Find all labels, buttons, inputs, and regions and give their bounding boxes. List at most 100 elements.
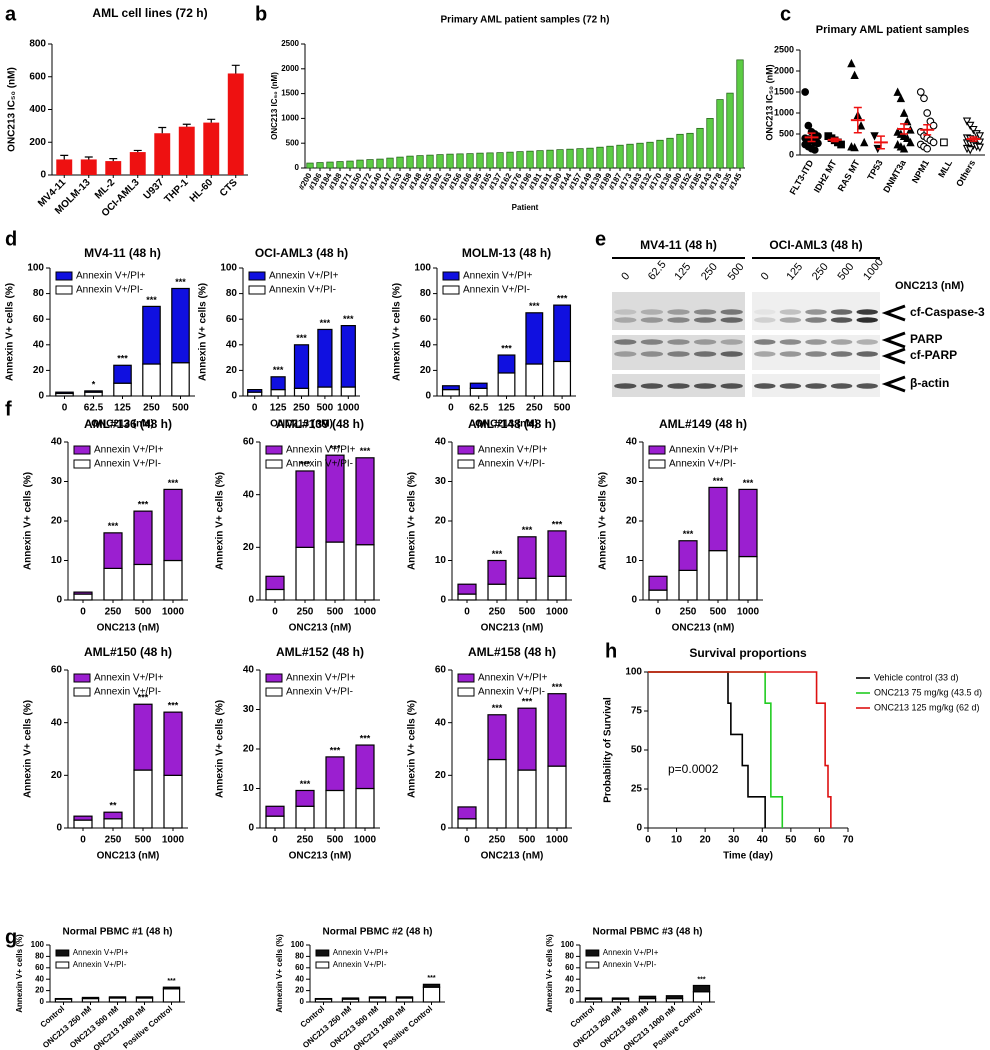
bar-segment xyxy=(469,382,488,389)
y-tick-label: 60 xyxy=(565,963,574,972)
bar xyxy=(516,151,524,169)
significance: *** xyxy=(108,521,119,531)
error-bar xyxy=(231,64,240,74)
point xyxy=(899,144,909,153)
bar-segment xyxy=(163,559,183,601)
y-tick-label: 20 xyxy=(243,744,255,755)
bar-segment xyxy=(457,806,477,820)
point xyxy=(923,109,932,117)
bar-segment xyxy=(133,703,153,771)
x-tick-label: 500 xyxy=(519,835,536,846)
bar xyxy=(336,161,344,169)
legend-swatch xyxy=(442,285,460,295)
blot-band xyxy=(693,309,717,315)
point xyxy=(870,132,879,141)
y-tick-label: 0 xyxy=(570,997,575,1006)
treatment-label: ONC213 (nM) xyxy=(895,280,964,292)
bar-segment xyxy=(54,997,73,1000)
x-tick-label: NPM1 xyxy=(910,158,931,185)
error-bar xyxy=(133,149,142,153)
lane-label: 125 xyxy=(672,261,693,283)
legend-swatch xyxy=(265,687,283,697)
lane-label: 250 xyxy=(699,261,720,283)
x-tick-label: 500 xyxy=(327,835,344,846)
blot-band xyxy=(640,339,664,345)
bar-segment xyxy=(487,758,507,829)
bar xyxy=(736,59,744,169)
bar-segment xyxy=(648,589,668,601)
bar-segment xyxy=(355,787,375,829)
y-tick-label: 25 xyxy=(631,784,643,795)
sem-bar xyxy=(830,137,839,143)
bar-segment xyxy=(422,986,441,1003)
blot-band xyxy=(856,351,878,357)
y-tick-label: 60 xyxy=(420,314,432,325)
bar-segment xyxy=(584,997,603,1000)
legend-label: Annexin V+/PI- xyxy=(333,960,387,969)
significance: *** xyxy=(167,978,175,985)
chart-title: OCI-AML3 (48 h) xyxy=(255,246,348,260)
x-axis-label: ONC213 (nM) xyxy=(672,623,735,634)
y-tick-label: 0 xyxy=(440,595,446,606)
bar xyxy=(706,118,714,169)
significance: *** xyxy=(522,697,533,707)
legend-label: Annexin V+/PI- xyxy=(94,459,161,470)
chart-title: Primary AML patient samples xyxy=(816,24,969,36)
blot-band xyxy=(856,383,878,389)
x-tick-label: 10 xyxy=(671,835,683,846)
blot-band xyxy=(693,317,717,323)
legend-label: Annexin V+/PI+ xyxy=(333,948,389,957)
bar xyxy=(436,154,444,169)
y-tick-label: 0 xyxy=(300,997,305,1006)
panel-letter: h xyxy=(605,640,617,662)
blot-band xyxy=(640,309,664,315)
y-tick-label: 40 xyxy=(243,665,255,676)
x-tick-label: 1000 xyxy=(354,607,377,618)
sem-bar xyxy=(900,123,909,135)
y-tick-label: 30 xyxy=(51,476,63,487)
point xyxy=(966,146,975,155)
bar-segment xyxy=(133,510,153,566)
blot-title: OCI-AML3 (48 h) xyxy=(769,238,862,252)
legend-swatch xyxy=(457,687,475,697)
y-tick-label: 60 xyxy=(226,314,238,325)
y-tick-label: 60 xyxy=(243,437,255,448)
legend-label: Annexin V+/PI- xyxy=(286,687,353,698)
y-tick-label: 0 xyxy=(40,170,46,181)
x-tick-label: 500 xyxy=(172,403,189,414)
bar-segment xyxy=(314,997,333,1000)
y-tick-label: 50 xyxy=(631,745,643,756)
bar-segment xyxy=(295,805,315,829)
blot-band xyxy=(805,339,827,345)
x-tick-label: 250 xyxy=(489,835,506,846)
panel-letter: d xyxy=(5,228,17,250)
y-tick-label: 40 xyxy=(435,717,447,728)
bar-segment xyxy=(487,583,507,601)
bar-segment xyxy=(171,362,190,397)
bar xyxy=(646,141,654,169)
x-tick-label: 500 xyxy=(554,403,571,414)
x-tick-label: 0 xyxy=(272,607,278,618)
x-tick-label: THP-1 xyxy=(163,177,192,206)
significance: *** xyxy=(138,500,149,510)
bar-segment xyxy=(295,546,315,601)
bar-segment xyxy=(84,390,103,393)
y-tick-label: 40 xyxy=(420,339,432,350)
bar-segment xyxy=(457,583,477,595)
chart-title: MOLM-13 (48 h) xyxy=(462,246,551,260)
legend-swatch xyxy=(648,459,666,469)
chart-title: Normal PBMC #3 (48 h) xyxy=(592,927,702,938)
band-arrow xyxy=(881,375,906,393)
x-tick-label: 1000 xyxy=(546,607,569,618)
bar-segment xyxy=(738,555,758,601)
legend-label: Annexin V+/PI+ xyxy=(94,445,164,456)
legend-label: Annexin V+/PI- xyxy=(478,459,545,470)
y-tick-label: 0 xyxy=(295,163,300,172)
bar-segment xyxy=(638,995,657,1000)
legend-label: Annexin V+/PI+ xyxy=(76,271,146,282)
bar-segment xyxy=(317,386,333,397)
y-axis-label: Annexin V+ cells (%) xyxy=(215,700,226,798)
y-tick-label: 100 xyxy=(414,263,431,274)
bar xyxy=(446,153,454,169)
legend-label: Annexin V+/PI+ xyxy=(286,445,356,456)
